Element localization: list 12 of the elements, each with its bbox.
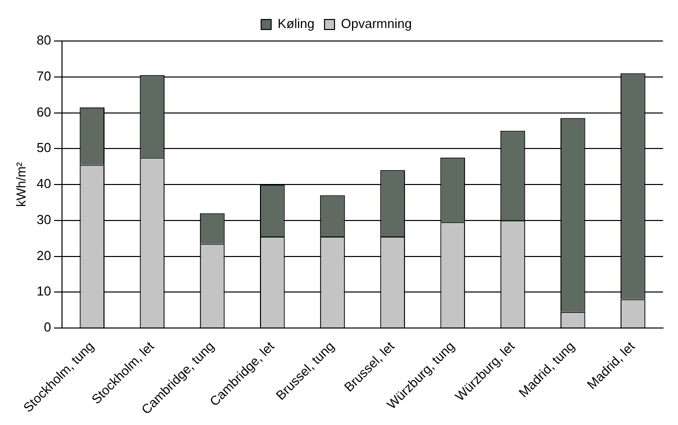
y-tick-label: 20 <box>36 248 52 263</box>
y-tick-label: 0 <box>44 320 52 335</box>
y-tick-label: 10 <box>36 284 52 299</box>
y-tick-label: 40 <box>36 176 52 192</box>
y-tick-label: 30 <box>36 212 52 227</box>
y-axis-title: kWh/m² <box>13 161 28 207</box>
legend-label: Køling <box>278 16 315 32</box>
y-tick-label: 50 <box>36 140 52 156</box>
y-tick-label: 60 <box>36 104 52 120</box>
y-tick-label: 70 <box>36 68 52 84</box>
y-tick-label: 80 <box>36 32 52 48</box>
legend-label: Opvarmning <box>341 16 412 32</box>
